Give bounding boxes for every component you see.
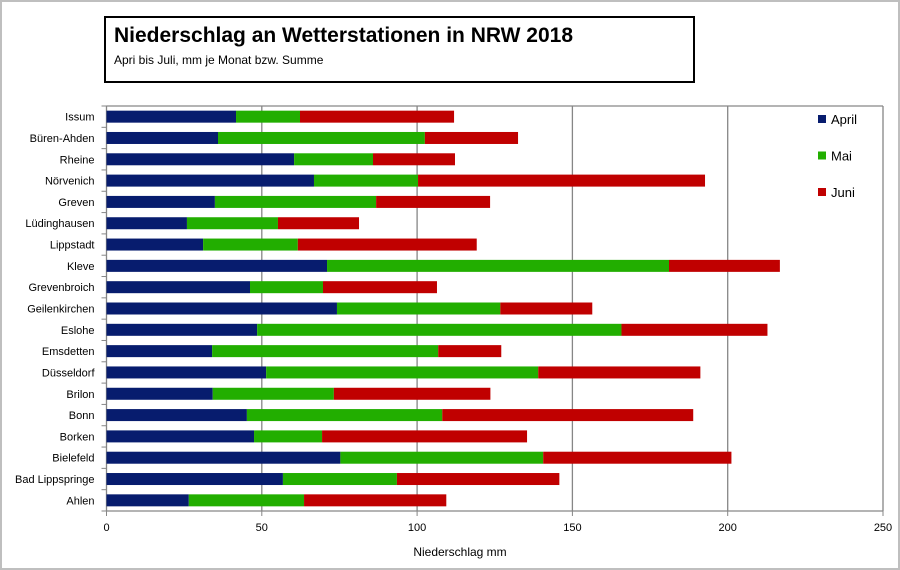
bar-juni (322, 281, 437, 294)
x-tick-label: 100 (408, 522, 426, 534)
bar-juni (396, 473, 560, 486)
chart-subtitle: Apri bis Juli, mm je Monat bzw. Summe (114, 53, 324, 67)
bar-mai (313, 174, 419, 187)
category-label: Kleve (67, 261, 95, 273)
legend-swatch (818, 188, 826, 196)
x-tick-label: 150 (563, 522, 581, 534)
bar-juni (500, 302, 593, 315)
category-label: Emsdetten (42, 346, 95, 358)
category-label: Geilenkirchen (27, 304, 94, 316)
category-label: Borken (60, 431, 95, 443)
bar-april (106, 366, 267, 379)
category-label: Ahlen (66, 495, 94, 507)
x-tick-label: 200 (719, 522, 737, 534)
bar-mai (266, 366, 539, 379)
bar-juni (418, 174, 706, 187)
bar-juni (668, 259, 780, 272)
category-label: Greven (58, 197, 94, 209)
bar-april (106, 323, 258, 336)
bar-juni (322, 430, 528, 443)
bar-mai (282, 473, 397, 486)
category-label: Nörvenich (45, 176, 95, 188)
category-label: Bielefeld (52, 453, 94, 465)
bar-april (106, 259, 328, 272)
bar-mai (188, 494, 305, 507)
bar-april (106, 409, 247, 422)
bar-mai (212, 345, 439, 358)
category-label: Issum (65, 112, 94, 124)
bar-april (106, 345, 213, 358)
bar-april (106, 302, 337, 315)
bar-juni (543, 451, 732, 464)
bar-mai (212, 387, 334, 400)
bar-mai (236, 110, 301, 123)
bar-april (106, 131, 219, 144)
bar-mai (294, 153, 373, 166)
bar-april (106, 195, 215, 208)
bar-april (106, 473, 283, 486)
category-label: Lüdinghausen (25, 218, 94, 230)
bar-mai (246, 409, 443, 422)
x-axis-title: Niederschlag mm (413, 545, 506, 559)
bar-juni (442, 409, 694, 422)
category-label: Lippstadt (50, 240, 95, 252)
bar-april (106, 451, 341, 464)
legend-label: April (831, 112, 857, 127)
bar-juni (277, 217, 360, 230)
bar-juni (621, 323, 768, 336)
legend-swatch (818, 151, 826, 160)
bar-mai (186, 217, 278, 230)
bar-april (106, 217, 187, 230)
bar-juni (333, 387, 491, 400)
bar-juni (538, 366, 701, 379)
category-label: Bad Lippspringe (15, 474, 95, 486)
category-label: Brilon (66, 389, 94, 401)
bar-juni (438, 345, 502, 358)
legend-label: Mai (831, 149, 852, 164)
x-tick-label: 250 (874, 522, 892, 534)
bar-juni (424, 131, 519, 144)
bar-mai (257, 323, 622, 336)
bar-april (106, 153, 295, 166)
bar-mai (340, 451, 544, 464)
bar-april (106, 281, 250, 294)
x-tick-label: 50 (256, 522, 268, 534)
bar-april (106, 387, 213, 400)
bar-mai (218, 131, 425, 144)
category-label: Bonn (69, 410, 95, 422)
bar-juni (372, 153, 455, 166)
bar-april (106, 430, 255, 443)
category-label: Eslohe (61, 325, 95, 337)
bar-juni (297, 238, 477, 251)
legend-swatch (818, 115, 826, 123)
bar-juni (300, 110, 455, 123)
category-label: Büren-Ahden (30, 133, 95, 145)
title-box: Niederschlag an Wetterstationen in NRW 2… (104, 16, 695, 83)
bar-april (106, 174, 314, 187)
bar-mai (249, 281, 323, 294)
chart-title: Niederschlag an Wetterstationen in NRW 2… (114, 24, 574, 47)
bar-april (106, 238, 204, 251)
bar-april (106, 494, 189, 507)
bar-mai (214, 195, 377, 208)
bar-mai (336, 302, 501, 315)
bar-mai (327, 259, 669, 272)
category-label: Rheine (60, 154, 95, 166)
category-label: Düsseldorf (42, 367, 96, 379)
bar-juni (376, 195, 491, 208)
bar-mai (254, 430, 323, 443)
x-tick-label: 0 (103, 522, 109, 534)
bar-juni (304, 494, 447, 507)
bar-mai (203, 238, 298, 251)
bar-april (106, 110, 237, 123)
legend-label: Juni (831, 185, 855, 200)
category-label: Grevenbroich (28, 282, 94, 294)
